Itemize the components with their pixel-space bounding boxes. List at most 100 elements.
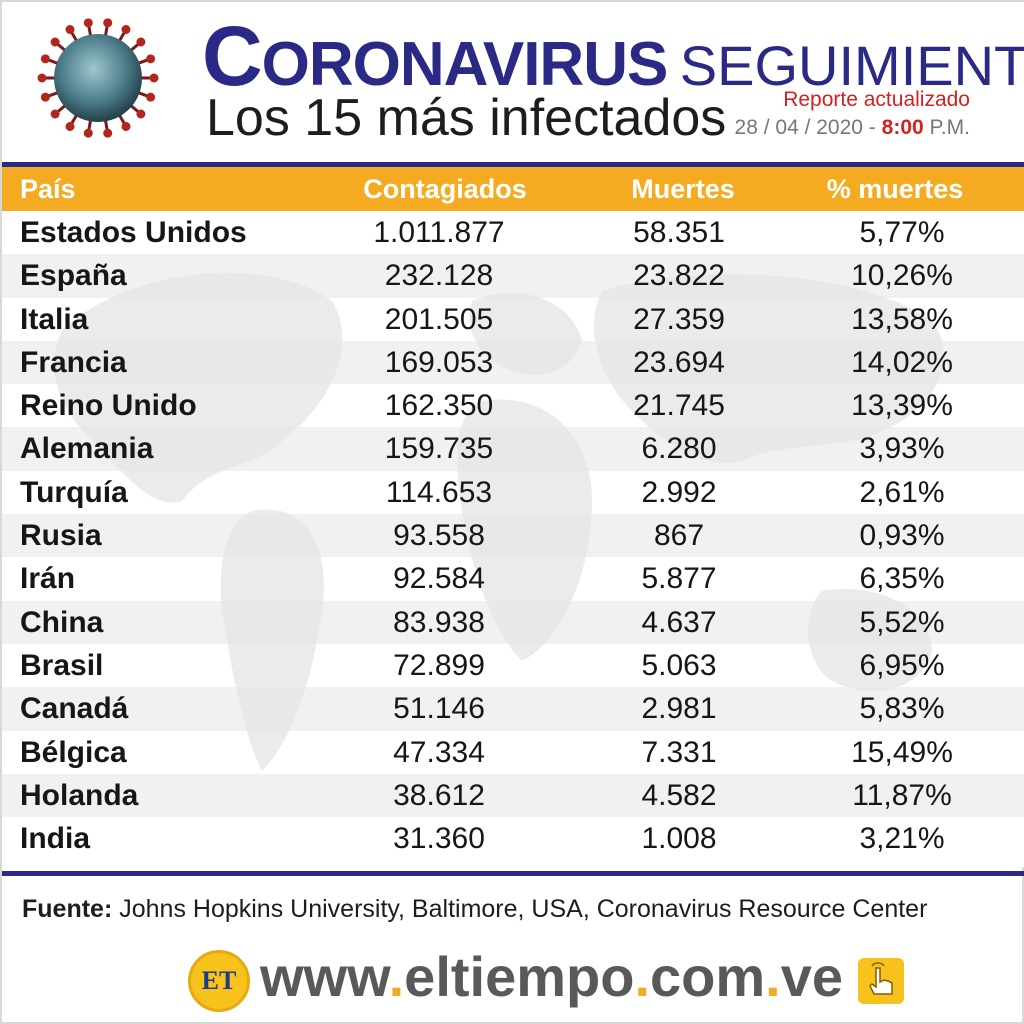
table-row: Reino Unido 162.350 21.745 13,39% — [2, 384, 1024, 427]
report-hour: 8:00 — [881, 116, 924, 139]
death-pct-cell: 2,61% — [859, 475, 945, 509]
col-header-country: País — [20, 174, 76, 204]
country-cell: Rusia — [20, 519, 102, 553]
url-part: eltiempo — [404, 945, 635, 1008]
deaths-cell: 23.822 — [633, 259, 725, 293]
table-row: Estados Unidos 1.011.877 58.351 5,77% — [2, 211, 1024, 254]
country-cell: Holanda — [20, 778, 139, 812]
death-pct-cell: 3,93% — [859, 432, 945, 466]
url-dot: . — [765, 945, 781, 1008]
report-date: 28 / 04 / 2020 - 8:00 P.M. — [735, 116, 970, 140]
table-body: Estados Unidos 1.011.877 58.351 5,77% España… — [2, 211, 1024, 860]
table-row: Italia 201.505 27.359 13,58% — [2, 298, 1024, 341]
confirmed-cell: 51.146 — [393, 692, 485, 726]
death-pct-cell: 6,95% — [859, 648, 945, 682]
report-date-text: 28 / 04 / 2020 - — [734, 116, 876, 139]
country-cell: Italia — [20, 302, 89, 336]
report-label: Reporte actualizado — [783, 88, 970, 111]
deaths-cell: 4.637 — [641, 605, 717, 639]
url-part: www — [260, 945, 389, 1008]
url-dot: . — [388, 945, 405, 1008]
header-divider — [2, 162, 1024, 167]
death-pct-cell: 0,93% — [859, 519, 945, 553]
table-row: España 232.128 23.822 10,26% — [2, 254, 1024, 298]
deaths-cell: 2.981 — [641, 692, 717, 726]
confirmed-cell: 169.053 — [384, 345, 494, 379]
confirmed-cell: 201.505 — [384, 302, 494, 336]
deaths-cell: 58.351 — [633, 216, 725, 249]
deaths-cell: 27.359 — [633, 302, 725, 336]
table-divider — [2, 871, 1024, 876]
confirmed-cell: 159.735 — [384, 432, 494, 466]
col-header-deaths: Muertes — [631, 174, 735, 204]
country-cell: Alemania — [20, 432, 154, 466]
coronavirus-icon — [37, 18, 159, 138]
table-row: Rusia 93.558 867 0,93% — [2, 514, 1024, 558]
el-tiempo-logo: ET — [188, 950, 250, 1012]
country-cell: Turquía — [20, 475, 128, 509]
country-cell: China — [20, 605, 104, 639]
death-pct-cell: 11,87% — [852, 778, 952, 812]
country-cell: Canadá — [20, 692, 129, 726]
confirmed-cell: 114.653 — [385, 475, 493, 509]
col-header-confirmed: Contagiados — [363, 174, 527, 204]
deaths-cell: 5.877 — [641, 562, 717, 596]
confirmed-cell: 31.360 — [393, 822, 485, 856]
title-rest: ORONAVIRUS — [261, 30, 669, 99]
country-cell: España — [20, 259, 127, 293]
col-header-pct: % muertes — [826, 174, 964, 204]
table-row: Turquía 114.653 2.992 2,61% — [2, 471, 1024, 514]
table-row: Alemania 159.735 6.280 3,93% — [2, 427, 1024, 471]
country-cell: Reino Unido — [20, 389, 197, 423]
report-info: Reporte actualizado 28 / 04 / 2020 - 8:0… — [735, 88, 970, 140]
death-pct-cell: 13,39% — [851, 389, 953, 423]
pointing-hand-icon — [858, 958, 904, 1004]
confirmed-cell: 83.938 — [393, 605, 485, 639]
death-pct-cell: 5,52% — [859, 605, 945, 639]
country-cell: Francia — [20, 345, 127, 379]
table-row: Holanda 38.612 4.582 11,87% — [2, 773, 1024, 818]
death-pct-cell: 5,77% — [859, 216, 945, 249]
table-row: Bélgica 47.334 7.331 15,49% — [2, 731, 1024, 774]
confirmed-cell: 72.899 — [393, 648, 485, 682]
source-note: Fuente: Johns Hopkins University, Baltim… — [22, 895, 927, 924]
table-row: Francia 169.053 23.694 14,02% — [2, 340, 1024, 385]
deaths-cell: 21.745 — [633, 389, 725, 423]
header: CORONAVIRUS SEGUIMIENTO Los 15 más infec… — [2, 2, 1024, 162]
confirmed-cell: 1.011.877 — [373, 216, 505, 249]
table-header: País Contagiados Muertes % muertes — [2, 167, 1024, 211]
url-dot: . — [634, 945, 650, 1008]
title-sub: SEGUIMIENTO — [679, 34, 1024, 97]
country-cell: India — [20, 822, 91, 856]
deaths-cell: 867 — [653, 519, 705, 553]
confirmed-cell: 92.584 — [393, 562, 485, 596]
title: CORONAVIRUS SEGUIMIENTO — [202, 8, 1024, 105]
country-cell: Irán — [20, 562, 76, 596]
confirmed-cell: 93.558 — [393, 519, 485, 553]
brand-footer: ET www.eltiempo.com.ve — [188, 944, 908, 1014]
confirmed-cell: 162.350 — [384, 389, 494, 423]
deaths-cell: 1.008 — [641, 822, 717, 856]
table-row: Brasil 72.899 5.063 6,95% — [2, 644, 1024, 687]
death-pct-cell: 10,26% — [851, 259, 953, 293]
country-cell: Bélgica — [20, 735, 127, 769]
confirmed-cell: 232.128 — [384, 259, 494, 293]
subtitle: Los 15 más infectados — [206, 89, 727, 147]
title-cap: C — [202, 9, 263, 103]
report-ampm: P.M. — [929, 116, 970, 139]
death-pct-cell: 5,83% — [859, 692, 945, 726]
country-cell: Estados Unidos — [20, 216, 247, 249]
url-part: ve — [780, 945, 844, 1008]
confirmed-cell: 38.612 — [393, 778, 485, 812]
death-pct-cell: 15,49% — [851, 735, 953, 769]
death-pct-cell: 6,35% — [859, 562, 945, 596]
death-pct-cell: 13,58% — [851, 302, 953, 336]
deaths-cell: 4.582 — [641, 778, 717, 812]
deaths-cell: 23.694 — [633, 345, 725, 379]
country-cell: Brasil — [20, 648, 104, 682]
data-table: País Contagiados Muertes % muertes Estad… — [2, 167, 1024, 867]
table-row: Irán 92.584 5.877 6,35% — [2, 557, 1024, 600]
table-row: China 83.938 4.637 5,52% — [2, 600, 1024, 644]
deaths-cell: 6.280 — [641, 432, 717, 466]
